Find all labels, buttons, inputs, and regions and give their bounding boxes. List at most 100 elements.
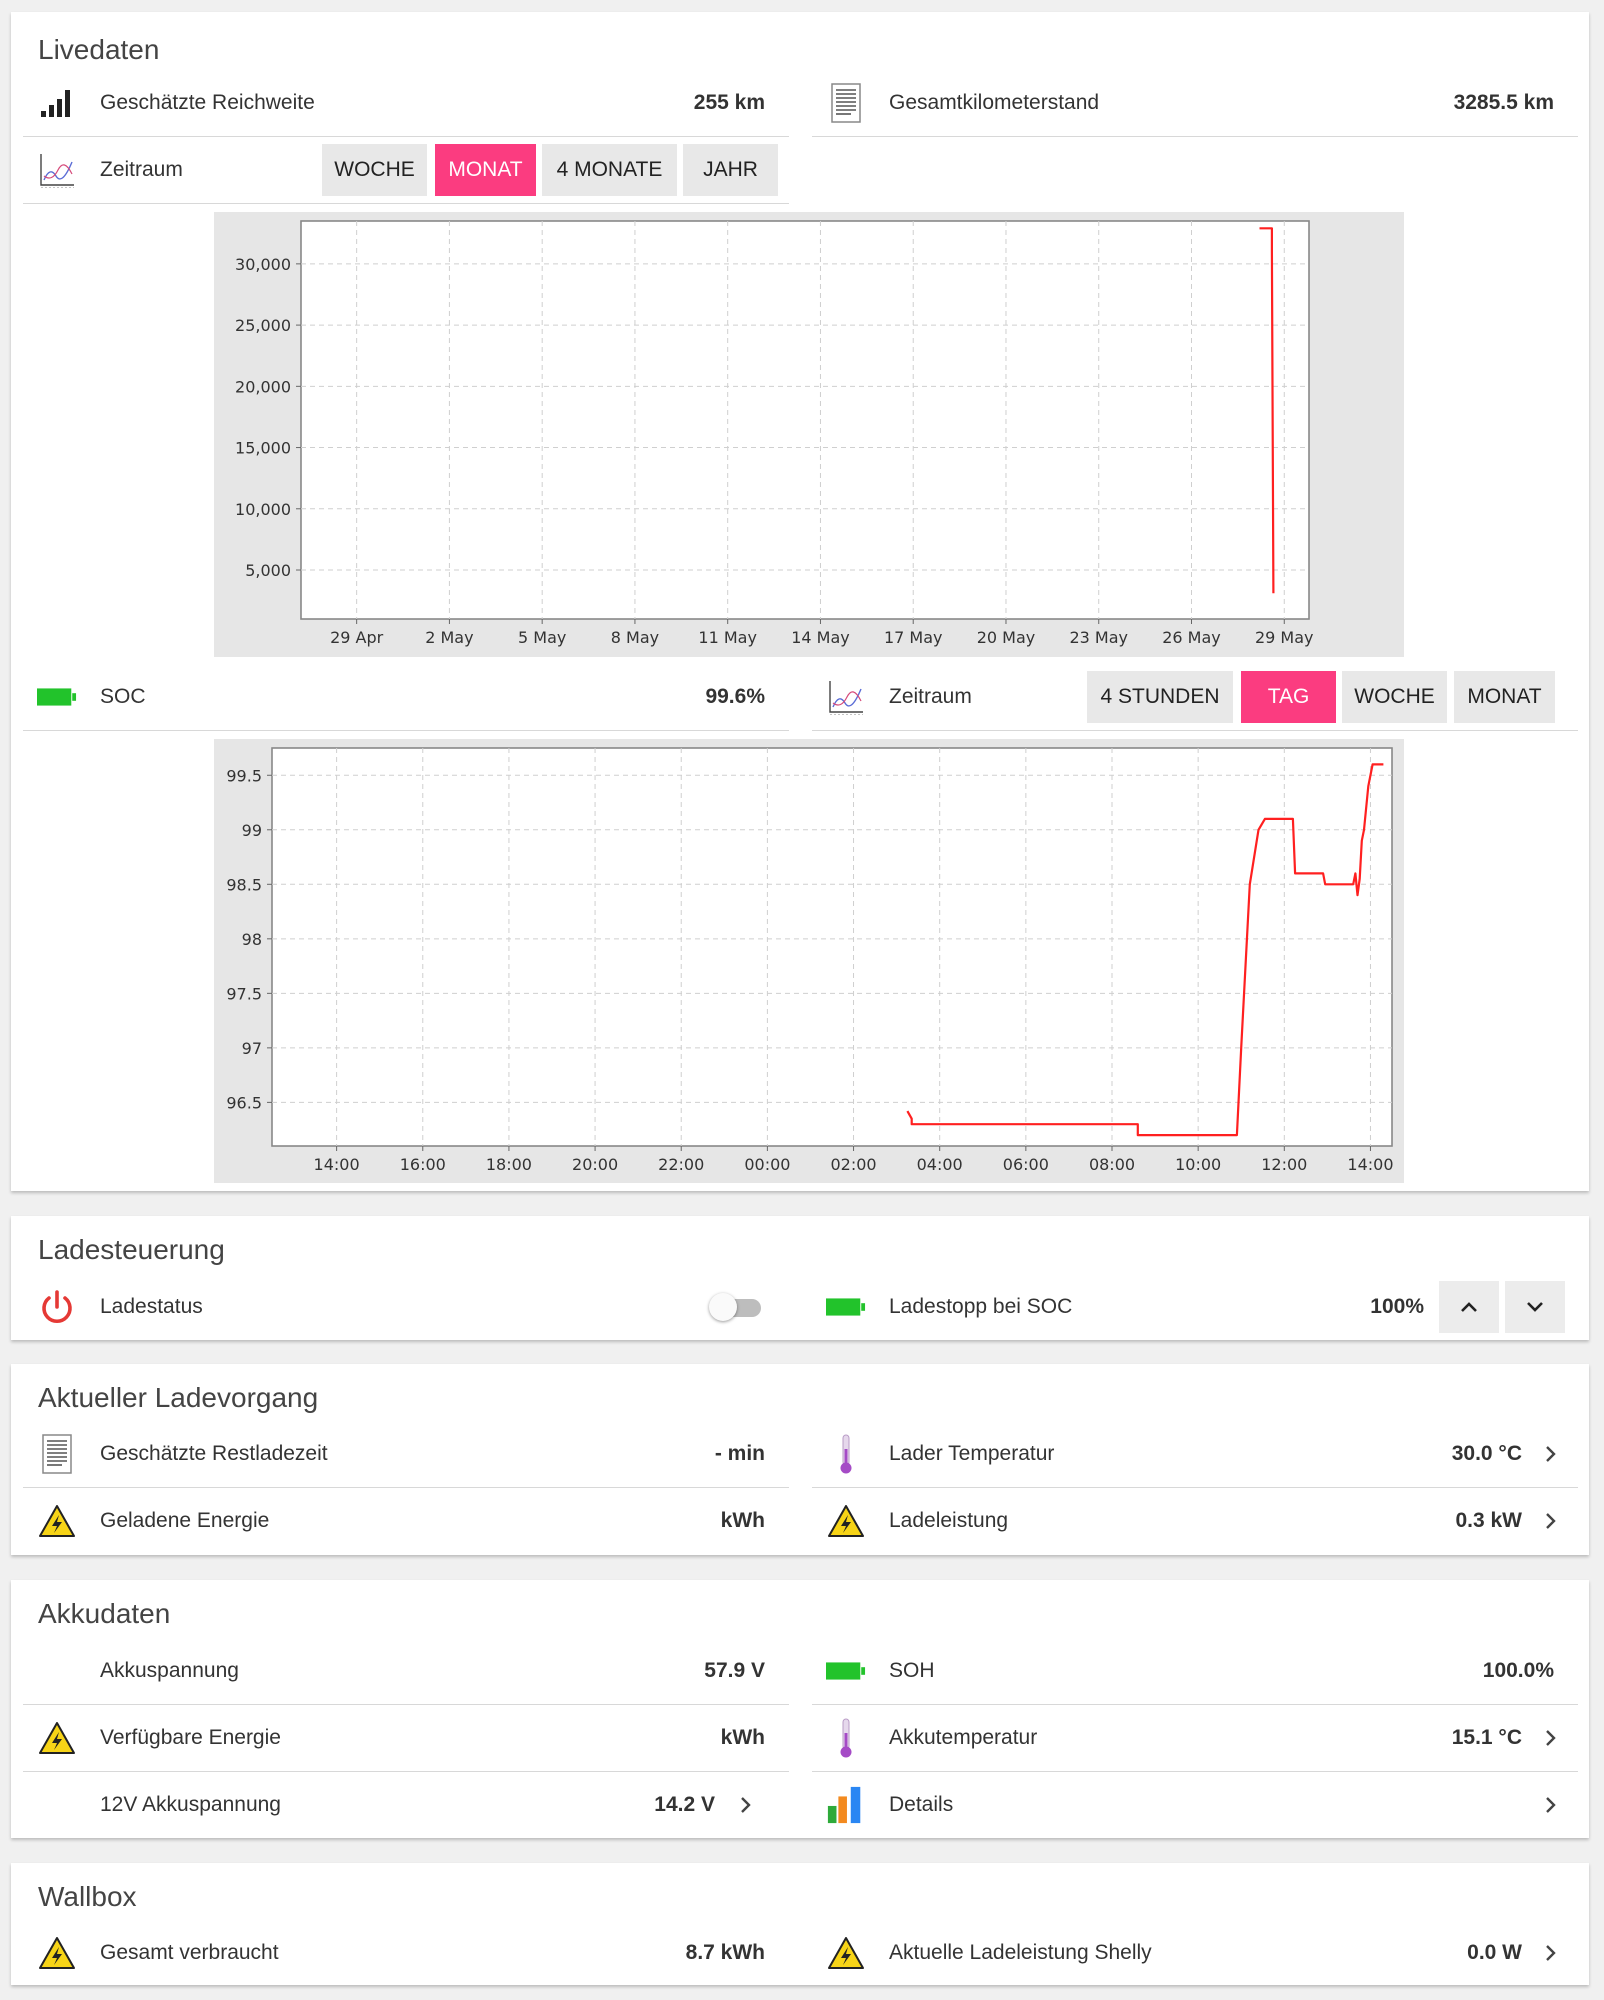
- signal-bars-icon: [37, 83, 77, 123]
- charged-energy-row: Geladene Energie kWh: [23, 1487, 789, 1554]
- period-row: Zeitraum WOCHE MONAT 4 MONATE JAHR: [23, 136, 789, 204]
- period-button-4-months[interactable]: 4 MONATE: [542, 143, 677, 196]
- x-tick-label: 2 May: [425, 628, 473, 647]
- period2-button-week[interactable]: WOCHE: [1342, 670, 1447, 723]
- available-energy-label: Verfügbare Energie: [100, 1725, 281, 1749]
- soc-label: SOC: [100, 684, 146, 708]
- warning-icon: [37, 1933, 77, 1973]
- odometer-chart: 29 Apr 2 May 5 May 8 May 11 May 14 May 17 May 2…: [214, 212, 1404, 657]
- shelly-power-row[interactable]: Aktuelle Ladeleistung Shelly 0.0 W: [812, 1919, 1578, 1986]
- battery-icon: [826, 1651, 866, 1691]
- livedaten-title: Livedaten: [38, 34, 160, 65]
- battery-voltage-label: Akkuspannung: [100, 1658, 239, 1682]
- x-tick-label: 12:00: [1261, 1155, 1307, 1174]
- details-row[interactable]: Details: [812, 1771, 1578, 1838]
- increase-button[interactable]: [1439, 1280, 1499, 1333]
- bar-chart-icon: [826, 1785, 866, 1825]
- period-button-year[interactable]: JAHR: [683, 143, 778, 196]
- remaining-time-label: Geschätzte Restladezeit: [100, 1441, 328, 1465]
- y-tick-label: 5,000: [245, 561, 291, 580]
- chart-icon: [37, 150, 77, 190]
- plot-area: [300, 220, 1310, 620]
- shelly-power-label: Aktuelle Ladeleistung Shelly: [889, 1940, 1152, 1964]
- charge-power-row[interactable]: Ladeleistung 0.3 kW: [812, 1487, 1578, 1554]
- thermometer-icon: [826, 1718, 866, 1758]
- range-label: Geschätzte Reichweite: [100, 90, 315, 114]
- odometer-label: Gesamtkilometerstand: [889, 90, 1100, 114]
- y-tick-label: 30,000: [235, 255, 291, 274]
- y-tick-label: 98.5: [226, 875, 262, 894]
- charge-power-value: 0.3 kW: [1455, 1508, 1522, 1532]
- y-tick-label: 10,000: [235, 500, 291, 519]
- livedaten-card: Livedaten Geschätzte Reichweite 255 km: [11, 12, 1589, 1191]
- soh-value: 100.0%: [1482, 1658, 1554, 1682]
- x-tick-label: 20 May: [977, 628, 1036, 647]
- charger-temp-value: 30.0 °C: [1451, 1441, 1522, 1465]
- odometer-value: 3285.5 km: [1453, 90, 1554, 114]
- document-icon: [826, 82, 866, 123]
- toggle-knob: [709, 1292, 737, 1321]
- charge-stop-row: Ladestopp bei SOC 100%: [812, 1273, 1578, 1340]
- decrease-button[interactable]: [1505, 1280, 1565, 1333]
- akkudaten-title: Akkudaten: [38, 1598, 171, 1629]
- y-tick-label: 25,000: [235, 316, 291, 335]
- y-tick-label: 20,000: [235, 377, 291, 396]
- y-tick-label: 15,000: [235, 439, 291, 458]
- chevron-up-icon: [1461, 1301, 1477, 1312]
- x-tick-label: 06:00: [1003, 1155, 1049, 1174]
- y-tick-label: 99.5: [226, 766, 262, 785]
- available-energy-row: Verfügbare Energie kWh: [23, 1704, 789, 1772]
- y-tick-label: 97: [242, 1039, 262, 1058]
- range-value: 255 km: [693, 90, 765, 114]
- soc-chart: 14:00 16:00 18:00 20:00 22:00 00:00 02:00 04:00…: [214, 739, 1404, 1183]
- total-consumed-label: Gesamt verbraucht: [100, 1940, 279, 1964]
- chevron-right-icon: [1546, 1512, 1556, 1529]
- charger-temp-row[interactable]: Lader Temperatur 30.0 °C: [812, 1420, 1578, 1488]
- x-tick-label: 26 May: [1162, 628, 1221, 647]
- total-consumed-row: Gesamt verbraucht 8.7 kWh: [23, 1919, 789, 1986]
- x-tick-label: 29 May: [1255, 628, 1314, 647]
- wallbox-title: Wallbox: [38, 1881, 137, 1912]
- battery-icon: [37, 677, 77, 717]
- y-tick-label: 97.5: [226, 984, 262, 1003]
- details-label: Details: [889, 1792, 954, 1816]
- x-tick-label: 29 Apr: [330, 628, 384, 647]
- soc-value: 99.6%: [705, 684, 765, 708]
- battery-voltage-row: Akkuspannung 57.9 V: [23, 1637, 789, 1705]
- thermometer-icon: [826, 1434, 866, 1474]
- chevron-right-icon: [1546, 1944, 1556, 1961]
- x-tick-label: 14:00: [314, 1155, 360, 1174]
- period2-row: Zeitraum 4 STUNDEN TAG WOCHE MONAT: [812, 663, 1578, 731]
- range-row: Geschätzte Reichweite 255 km: [23, 69, 789, 137]
- charge-status-toggle[interactable]: [709, 1291, 765, 1323]
- y-tick-label: 96.5: [226, 1093, 262, 1112]
- battery-voltage-value: 57.9 V: [704, 1658, 765, 1682]
- chart-icon: [826, 677, 866, 717]
- ladesteuerung-title: Ladesteuerung: [38, 1234, 225, 1265]
- x-tick-label: 00:00: [744, 1155, 790, 1174]
- period-button-week[interactable]: WOCHE: [322, 143, 427, 196]
- period2-button-4-hours[interactable]: 4 STUNDEN: [1087, 670, 1233, 723]
- x-tick-label: 02:00: [830, 1155, 876, 1174]
- period-label: Zeitraum: [100, 157, 183, 181]
- period2-button-day[interactable]: TAG: [1241, 670, 1336, 723]
- charge-status-row: Ladestatus: [23, 1273, 789, 1340]
- charged-energy-label: Geladene Energie: [100, 1508, 270, 1532]
- x-tick-label: 04:00: [917, 1155, 963, 1174]
- aktueller-title: Aktueller Ladevorgang: [38, 1382, 319, 1413]
- remaining-time-value: - min: [714, 1441, 765, 1465]
- battery-temp-row[interactable]: Akkutemperatur 15.1 °C: [812, 1704, 1578, 1772]
- chevron-down-icon: [1527, 1301, 1543, 1312]
- wallbox-card: Wallbox Gesamt verbraucht 8.7 kWh Aktuel…: [11, 1863, 1589, 1985]
- chevron-right-icon: [1546, 1729, 1556, 1746]
- series-line: [906, 763, 1384, 1137]
- 12v-voltage-row[interactable]: 12V Akkuspannung 14.2 V: [23, 1771, 789, 1838]
- period2-button-month[interactable]: MONAT: [1454, 670, 1555, 723]
- 12v-voltage-value: 14.2 V: [654, 1792, 715, 1816]
- y-tick-label: 99: [242, 821, 262, 840]
- charge-stop-value: 100%: [1370, 1294, 1424, 1318]
- x-tick-label: 8 May: [611, 628, 659, 647]
- period-button-month[interactable]: MONAT: [435, 143, 536, 196]
- x-tick-label: 20:00: [572, 1155, 618, 1174]
- available-energy-value: kWh: [720, 1725, 765, 1749]
